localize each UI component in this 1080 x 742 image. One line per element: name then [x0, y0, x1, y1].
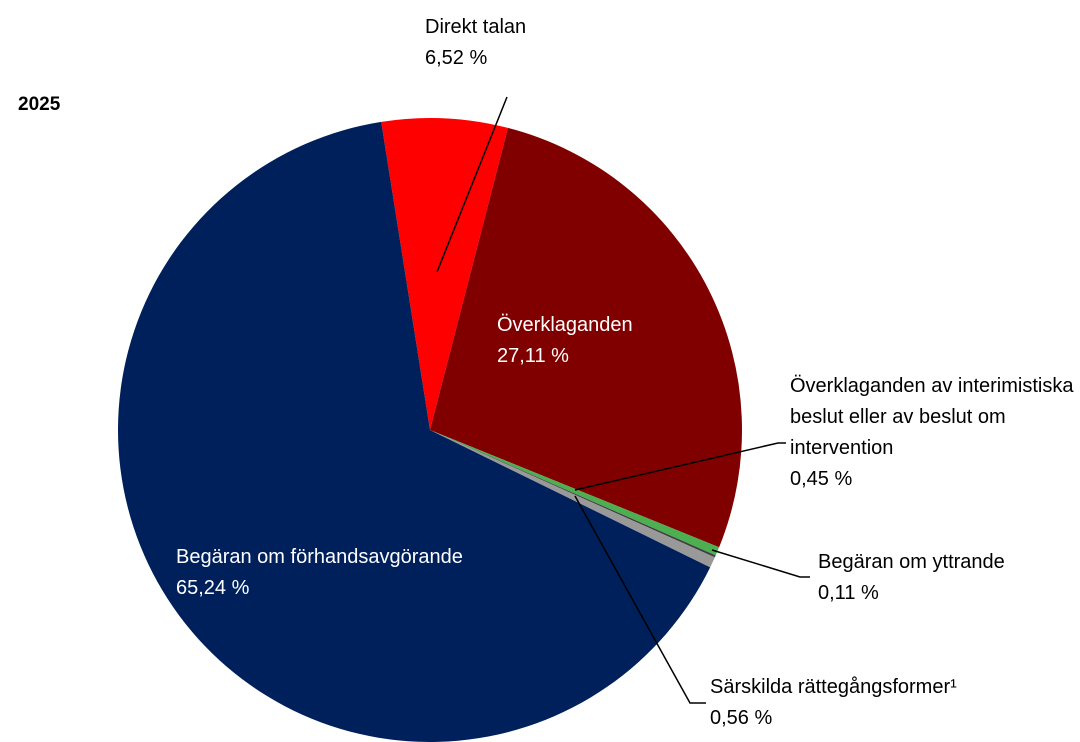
value-label: 27,11 % [497, 345, 569, 367]
slice-label: Begäran om förhandsavgörande 65,24 % [176, 542, 576, 604]
pie-slice [430, 127, 743, 548]
value-label: 65,24 % [176, 577, 250, 599]
value-label: 0,11 % [818, 582, 879, 604]
category-label: Överklaganden [497, 314, 633, 336]
pie-slice [381, 117, 508, 430]
slice-label: Överklaganden 27,11 % [497, 310, 717, 372]
value-label: 0,56 % [710, 707, 773, 729]
category-label: Begäran om yttrande [818, 551, 1005, 573]
chart-title: 2025 [18, 94, 61, 115]
pie-slice [430, 430, 715, 568]
leader-line [574, 495, 706, 704]
slice-label: Särskilda rättegångsformer¹ 0,56 % [710, 672, 1040, 734]
category-label: Begäran om förhandsavgörande [176, 546, 463, 568]
pie-slice [430, 430, 716, 558]
leader-line [574, 442, 786, 491]
leader-line [436, 96, 508, 273]
pie-slice [430, 430, 720, 556]
slice-label: Begäran om yttrande 0,11 % [818, 547, 1068, 609]
category-label: Överklaganden av interimistiska beslut e… [790, 375, 1074, 459]
value-label: 0,45 % [790, 468, 853, 490]
value-label: 6,52 % [425, 47, 488, 69]
pie-slice [118, 121, 711, 742]
slice-label: Direkt talan 6,52 % [425, 12, 625, 74]
category-label: Direkt talan [425, 16, 527, 38]
slice-label: Överklaganden av interimistiska beslut e… [790, 371, 1075, 495]
category-label: Särskilda rättegångsformer¹ [710, 676, 957, 698]
leader-line [711, 549, 810, 578]
